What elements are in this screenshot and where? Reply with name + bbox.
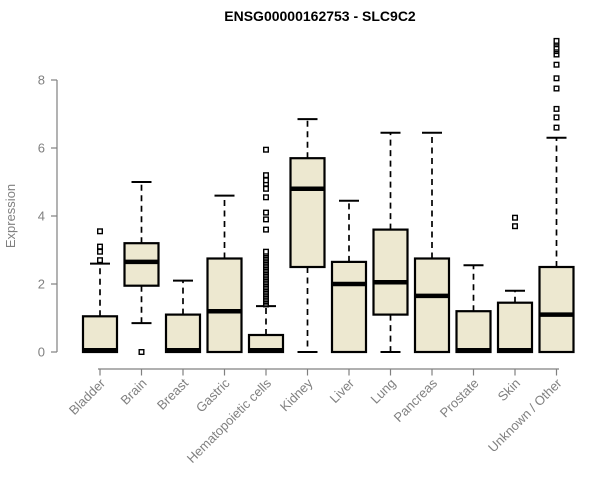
outlier-point-unknown-other (553, 37, 560, 44)
outlier-point-unknown-other (553, 114, 560, 121)
y-tick-label: 8 (38, 73, 45, 88)
y-axis-title: Expression (3, 184, 18, 248)
box-unknown-other (538, 265, 575, 354)
box-breast (164, 313, 202, 354)
outlier-point-hematopoietic-cells (263, 185, 270, 192)
y-tick-label: 0 (38, 345, 45, 360)
outlier-point-bladder (96, 257, 103, 264)
box-gastric (206, 257, 243, 354)
boxplot-breast (164, 279, 202, 354)
y-tick-label: 2 (38, 277, 45, 292)
box-lung (372, 228, 409, 316)
outlier-point-unknown-other (553, 124, 560, 131)
x-tick-label-prostate: Prostate (437, 376, 482, 421)
outlier-point-unknown-other (553, 105, 560, 112)
boxplot-pancreas (413, 131, 451, 354)
outlier-point-hematopoietic-cells (263, 248, 270, 255)
outlier-point-hematopoietic-cells (263, 216, 270, 223)
x-tick-label-gastric: Gastric (193, 375, 233, 415)
box-brain (123, 242, 160, 287)
x-tick-label-skin: Skin (495, 376, 523, 404)
outlier-point-brain (138, 349, 145, 356)
boxplot-bladder (81, 228, 119, 354)
x-tick-label-pancreas: Pancreas (391, 375, 441, 425)
x-tick-label-lung: Lung (368, 376, 399, 407)
x-tick-label-breast: Breast (154, 375, 191, 412)
x-tick-label-brain: Brain (118, 376, 150, 408)
boxes-layer (81, 37, 575, 356)
outlier-point-hematopoietic-cells (263, 172, 270, 179)
boxplot-brain (123, 181, 160, 356)
x-tick-label-kidney: Kidney (277, 375, 316, 414)
outlier-point-bladder (96, 248, 103, 255)
y-tick-label: 6 (38, 141, 45, 156)
outlier-point-hematopoietic-cells (263, 194, 270, 201)
box-pancreas (413, 257, 451, 354)
outlier-point-hematopoietic-cells (263, 177, 270, 184)
outlier-point-skin (512, 214, 519, 221)
boxplot-lung (372, 131, 409, 353)
outlier-point-unknown-other (553, 61, 560, 68)
box-skin (496, 301, 534, 354)
x-tick-label-unknown-other: Unknown / Other (485, 375, 565, 455)
box-liver (330, 260, 368, 354)
boxplot-unknown-other (538, 37, 575, 354)
outlier-point-unknown-other (553, 75, 560, 82)
boxplot-skin (496, 214, 534, 354)
boxplot-hematopoietic-cells (247, 146, 285, 354)
outlier-point-bladder (96, 228, 103, 235)
boxplot-gastric (206, 194, 243, 354)
box-bladder (81, 315, 119, 354)
box-prostate (455, 310, 492, 354)
x-tick-label-bladder: Bladder (66, 375, 109, 418)
boxplot-kidney (289, 118, 326, 353)
outlier-point-unknown-other (553, 85, 560, 92)
outlier-point-bladder (96, 243, 103, 250)
outlier-point-hematopoietic-cells (263, 226, 270, 233)
boxplot-prostate (455, 264, 492, 354)
outlier-point-hematopoietic-cells (263, 209, 270, 216)
outlier-point-skin (512, 223, 519, 230)
y-tick-label: 4 (38, 209, 45, 224)
x-tick-label-liver: Liver (327, 375, 358, 406)
outlier-point-hematopoietic-cells (263, 146, 270, 153)
box-kidney (289, 157, 326, 269)
boxplot-liver (330, 199, 368, 354)
chart-title: ENSG00000162753 - SLC9C2 (224, 8, 416, 24)
